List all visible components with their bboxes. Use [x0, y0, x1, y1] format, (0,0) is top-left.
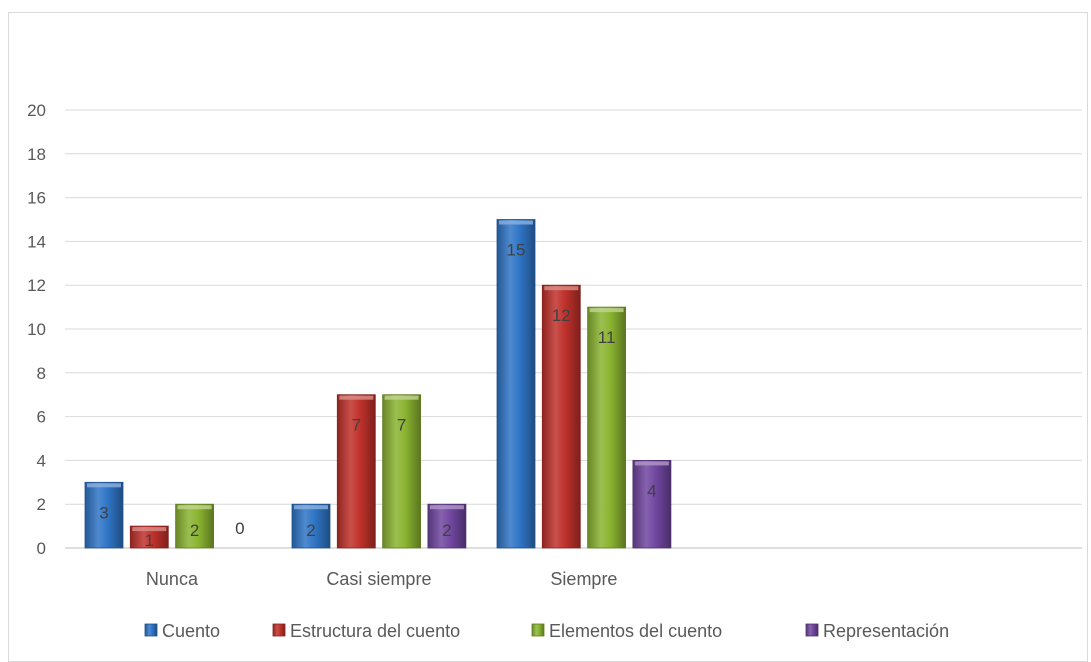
data-label: 7	[397, 416, 406, 435]
y-tick-label: 18	[27, 145, 46, 164]
legend-label: Estructura del cuento	[290, 621, 460, 641]
bar	[427, 503, 467, 549]
bar	[632, 459, 672, 549]
bar-bevel	[544, 286, 579, 291]
data-label: 4	[647, 481, 656, 500]
data-label: 11	[598, 328, 616, 347]
legend-swatch	[272, 623, 286, 637]
bar-bevel	[589, 308, 624, 313]
bar-bevel	[339, 395, 374, 400]
bar	[175, 503, 215, 549]
data-label: 2	[442, 521, 451, 540]
data-label: 1	[145, 531, 154, 550]
category-label: Nunca	[146, 569, 199, 589]
data-label: 15	[507, 241, 526, 260]
legend-swatch	[531, 623, 545, 637]
y-tick-label: 6	[37, 408, 46, 427]
bar-bevel	[429, 505, 464, 510]
y-tick-label: 14	[27, 232, 46, 251]
bar	[336, 394, 376, 549]
category-label: Casi siempre	[326, 569, 431, 589]
legend-label: Cuento	[162, 621, 220, 641]
legend-label: Representación	[823, 621, 949, 641]
bar-bevel	[294, 505, 328, 510]
bar-bevel	[384, 395, 419, 400]
y-tick-label: 4	[37, 451, 46, 470]
y-tick-label: 12	[27, 276, 46, 295]
y-tick-label: 10	[27, 320, 46, 339]
y-tick-label: 16	[27, 189, 46, 208]
data-label: 2	[306, 521, 315, 540]
bar	[587, 306, 626, 549]
bar-bevel	[499, 220, 533, 225]
y-tick-label: 0	[37, 539, 46, 558]
bar	[291, 503, 331, 549]
category-label: Siempre	[550, 569, 617, 589]
legend-label: Elementos del cuento	[549, 621, 722, 641]
data-label: 7	[352, 416, 361, 435]
y-tick-label: 20	[27, 101, 46, 120]
bar	[382, 394, 422, 549]
bar-bevel	[132, 527, 167, 532]
data-label: 12	[552, 306, 571, 325]
y-tick-label: 2	[37, 495, 46, 514]
bar	[496, 219, 536, 549]
data-label: 3	[99, 503, 108, 522]
data-label: 2	[190, 521, 199, 540]
legend-swatch	[805, 623, 819, 637]
bar-bevel	[87, 483, 121, 488]
y-tick-label: 8	[37, 364, 46, 383]
bar-bevel	[634, 461, 669, 466]
bar-bevel	[177, 505, 212, 510]
bar	[541, 284, 581, 549]
data-label: 0	[235, 519, 244, 538]
bar	[84, 481, 124, 549]
bar	[129, 525, 169, 549]
legend-swatch	[144, 623, 158, 637]
